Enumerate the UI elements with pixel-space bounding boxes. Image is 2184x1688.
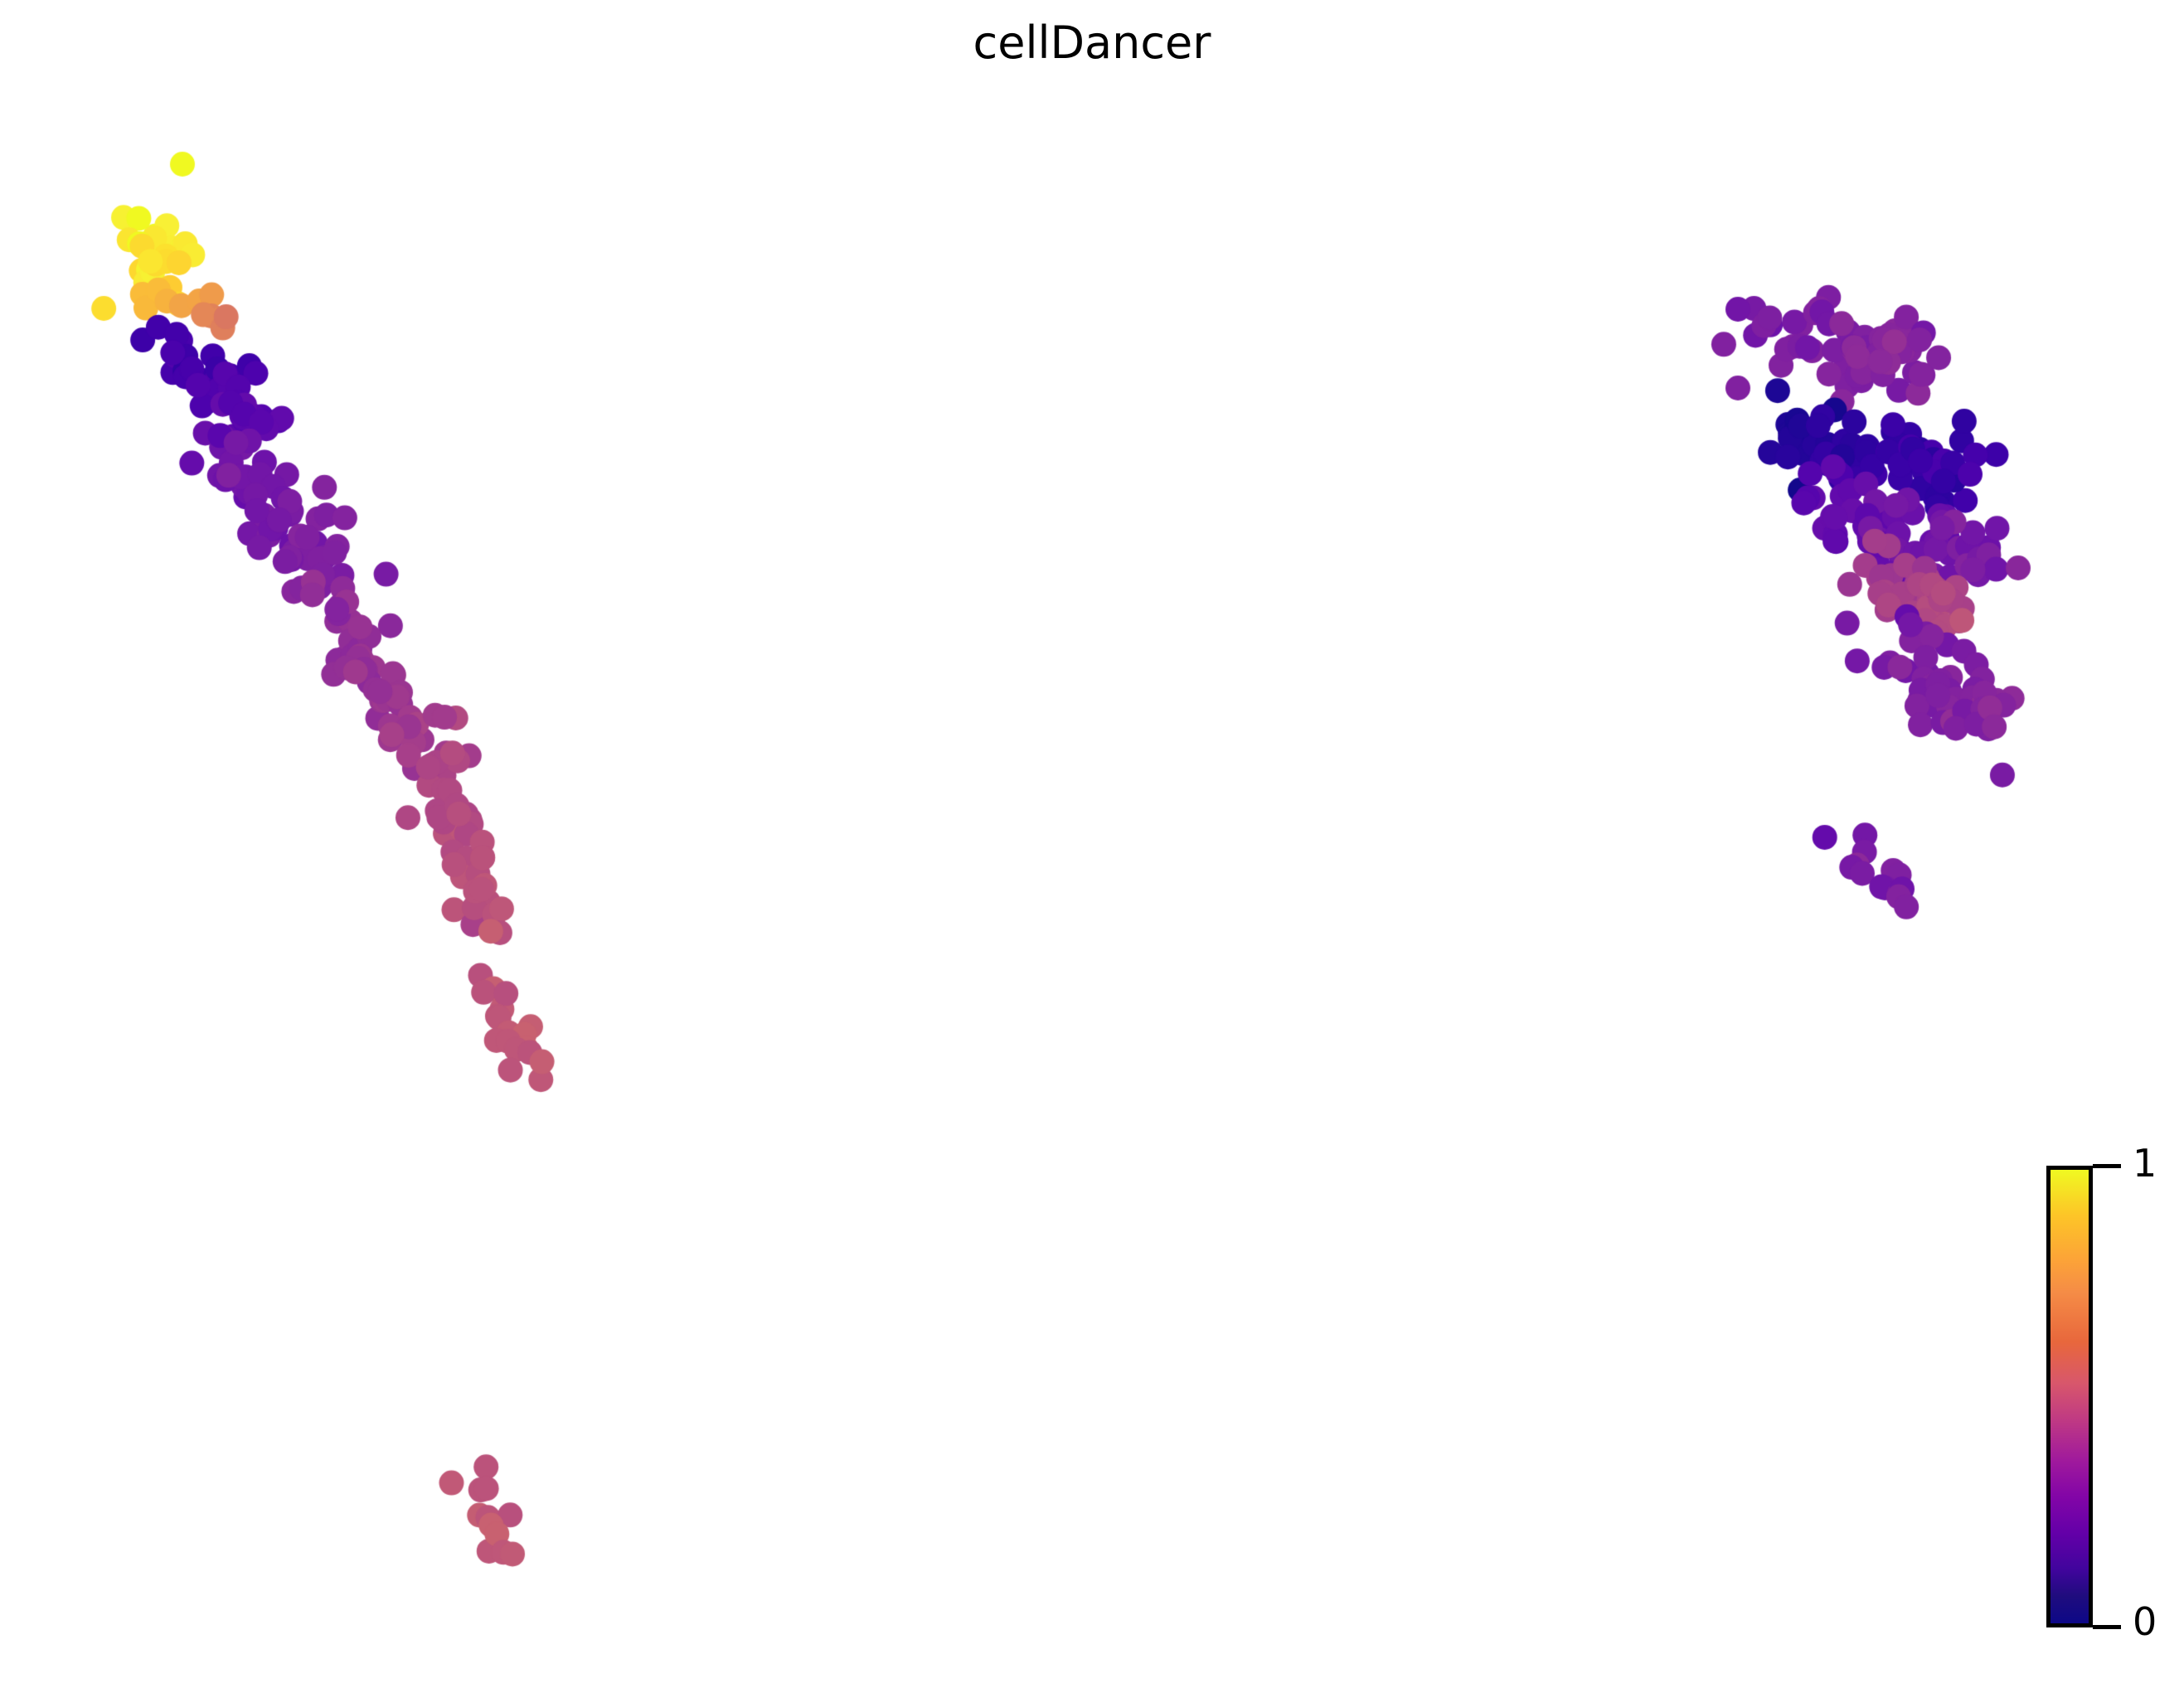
colorbar-label-min: 0 (2133, 1599, 2157, 1644)
colorbar-tick-max (2093, 1164, 2121, 1168)
colorbar-tick-min (2093, 1625, 2121, 1629)
colorbar-gradient[interactable] (2046, 1166, 2093, 1627)
colorbar-label-max: 1 (2133, 1141, 2157, 1186)
